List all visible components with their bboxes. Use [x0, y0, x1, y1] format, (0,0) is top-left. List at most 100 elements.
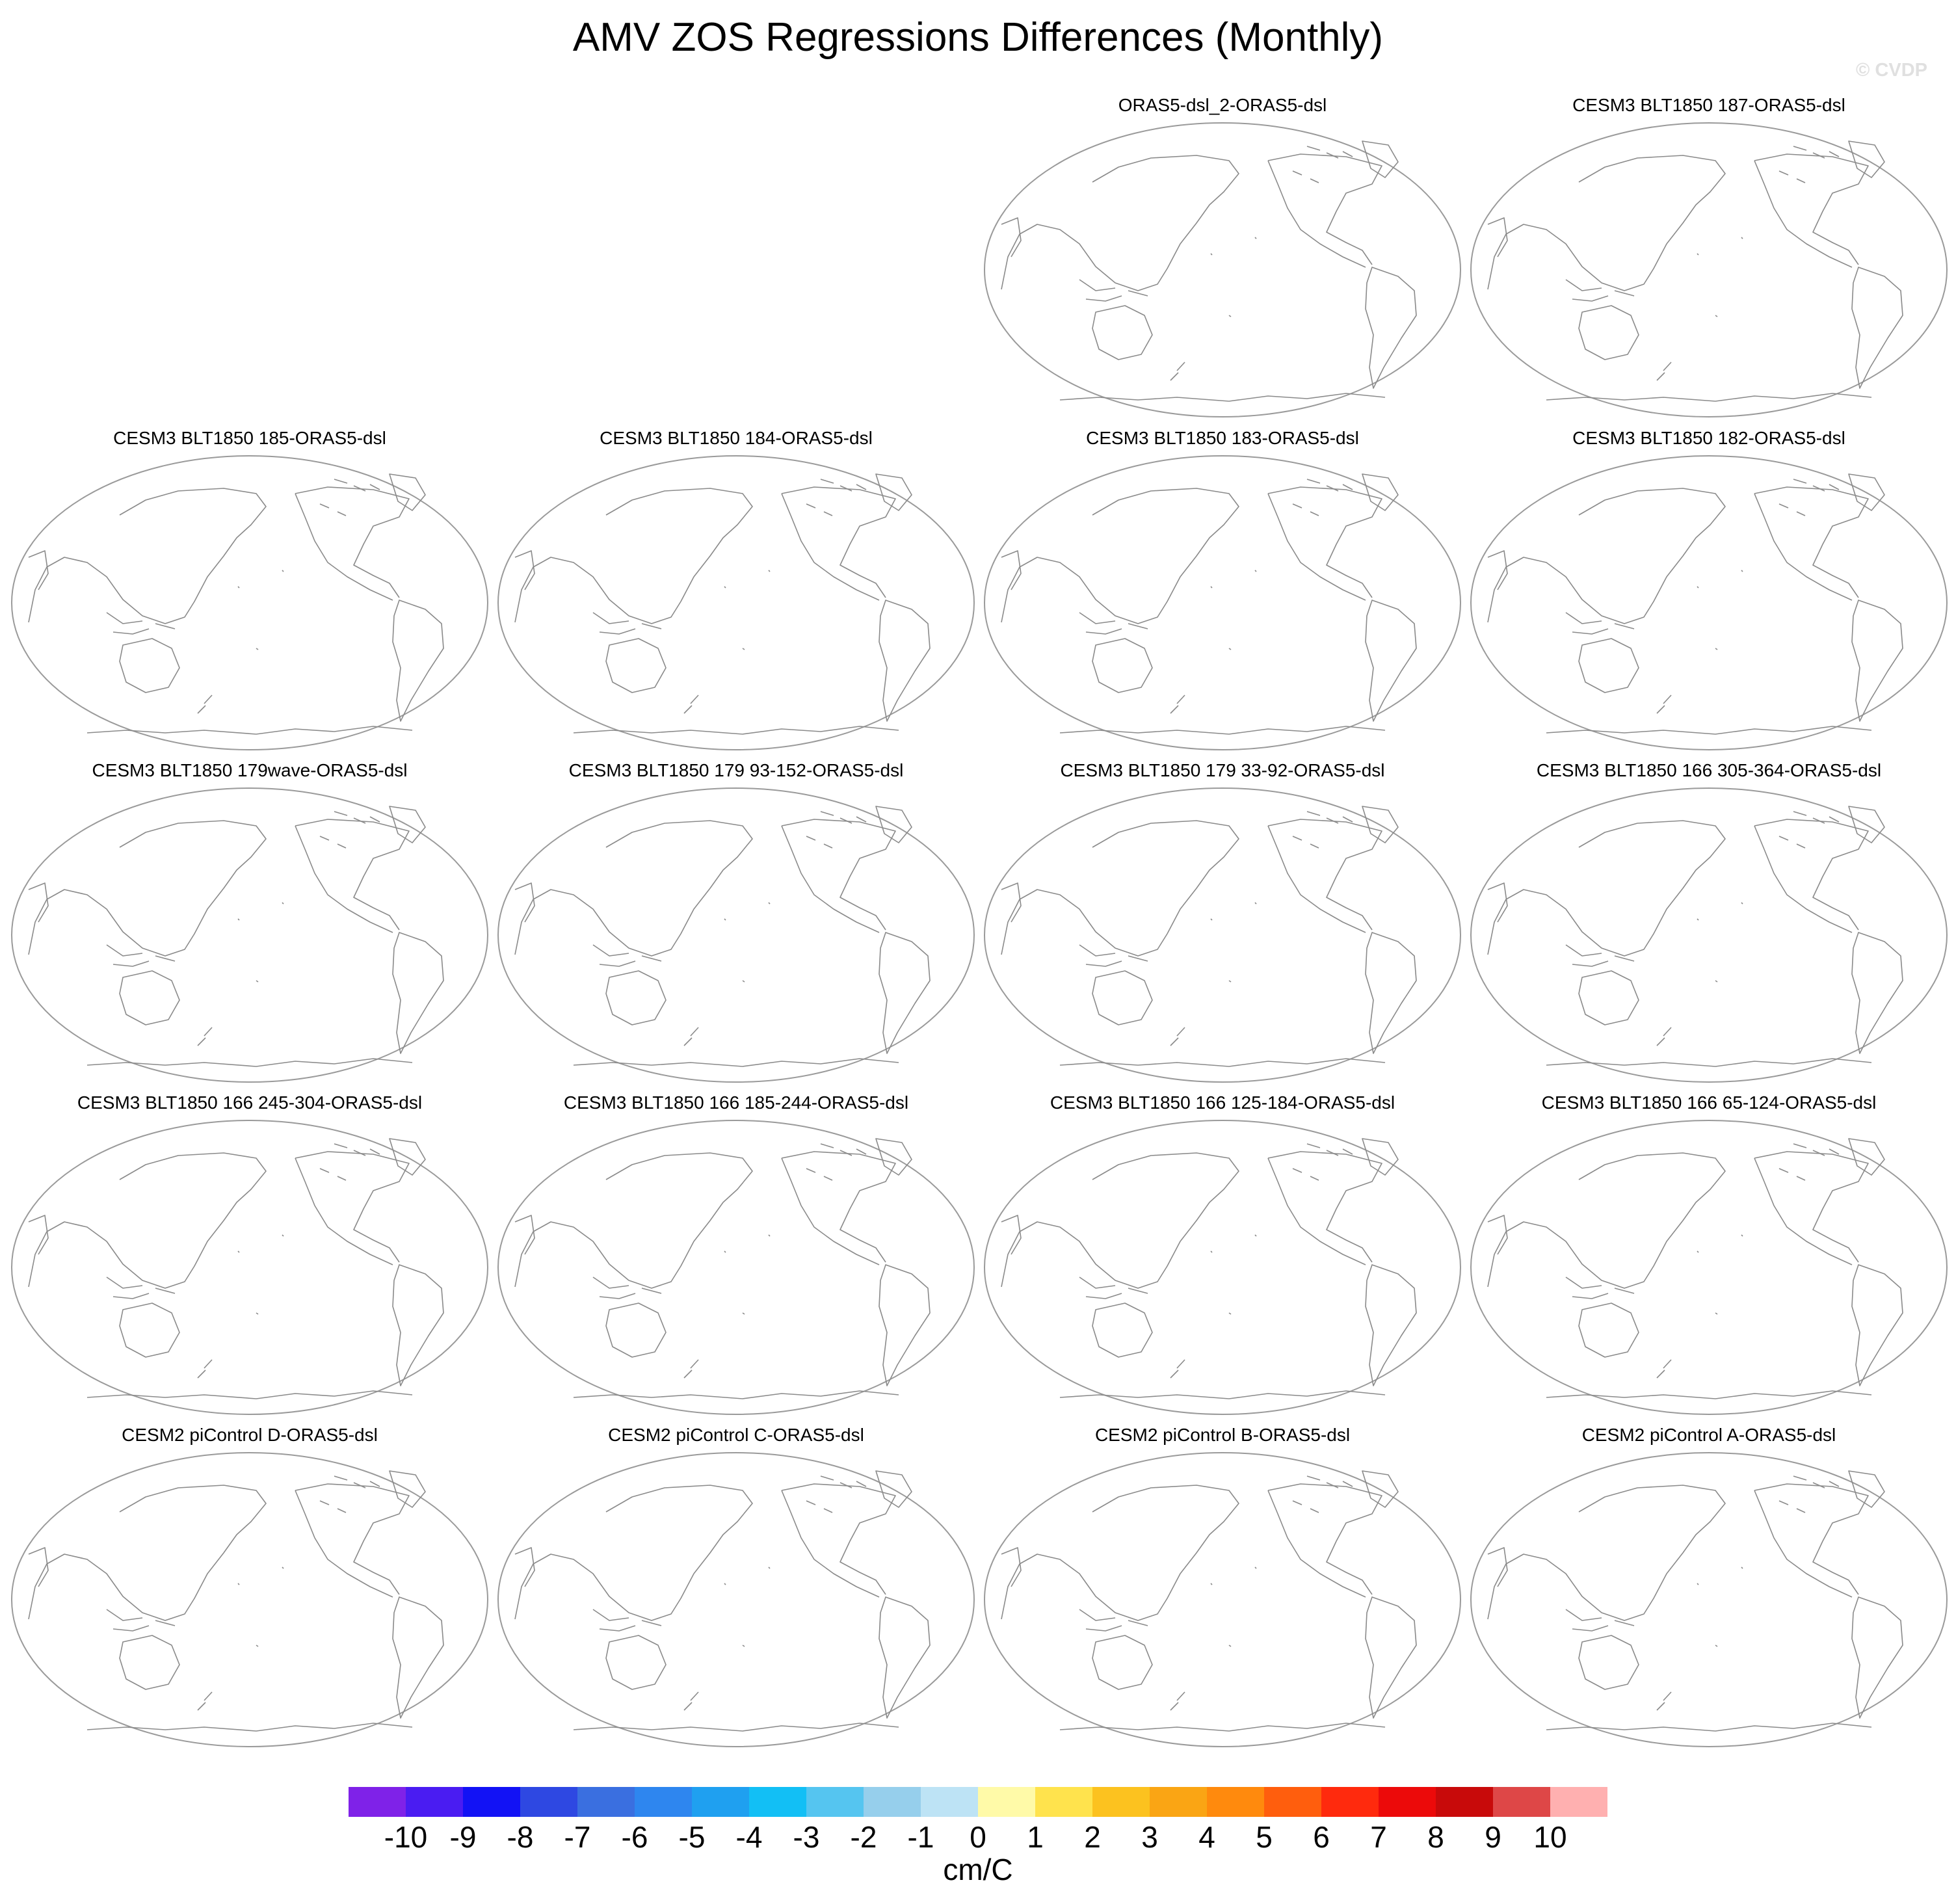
- map-panel: ORAS5-dsl_2-ORAS5-dsl: [982, 94, 1463, 419]
- map-projection: [1470, 455, 1948, 750]
- map-panel: CESM3 BLT1850 182-ORAS5-dsl: [1468, 427, 1949, 752]
- colorbar-tick-label: -8: [507, 1820, 534, 1854]
- map-projection: [1470, 787, 1948, 1083]
- colorbar-swatch: [978, 1787, 1035, 1817]
- panel-title: CESM3 BLT1850 166 245-304-ORAS5-dsl: [77, 1092, 423, 1113]
- colorbar-tick-label: -10: [384, 1820, 428, 1854]
- panel-title: CESM3 BLT1850 166 185-244-ORAS5-dsl: [563, 1092, 909, 1113]
- colorbar-swatch: [1207, 1787, 1264, 1817]
- colorbar-swatch: [1550, 1787, 1607, 1817]
- coastlines: [28, 806, 444, 1067]
- colorbar-swatch: [463, 1787, 520, 1817]
- colorbar-tick-label: 3: [1141, 1820, 1158, 1854]
- colorbar-tick-label: -1: [907, 1820, 934, 1854]
- colorbar-tick-label: 2: [1084, 1820, 1101, 1854]
- map-panel: CESM3 BLT1850 166 305-364-ORAS5-dsl: [1468, 760, 1949, 1085]
- colorbar-swatch: [1436, 1787, 1493, 1817]
- map-projection: [11, 1452, 488, 1747]
- watermark: © CVDP: [1856, 60, 1927, 81]
- map-projection: [1470, 1120, 1948, 1415]
- map-projection: [984, 787, 1461, 1083]
- colorbar-swatch: [635, 1787, 692, 1817]
- colorbar-tick-label: -6: [621, 1820, 648, 1854]
- coastlines: [514, 1470, 931, 1732]
- colorbar-tick-label: 1: [1027, 1820, 1044, 1854]
- colorbar-swatch: [1150, 1787, 1207, 1817]
- map-projection: [497, 1452, 975, 1747]
- map-panel: CESM3 BLT1850 179wave-ORAS5-dsl: [9, 760, 490, 1085]
- coastlines: [1487, 1470, 1903, 1732]
- panel-title: CESM3 BLT1850 166 305-364-ORAS5-dsl: [1536, 760, 1882, 780]
- map-boundary: [984, 122, 1461, 417]
- colorbar-swatch: [692, 1787, 749, 1817]
- map-projection: [497, 787, 975, 1083]
- map-projection: [984, 1120, 1461, 1415]
- map-panel: CESM3 BLT1850 166 245-304-ORAS5-dsl: [9, 1092, 490, 1417]
- figure-title: AMV ZOS Regressions Differences (Monthly…: [572, 15, 1384, 60]
- map-boundary: [497, 455, 975, 750]
- map-projection: [984, 122, 1461, 417]
- panel-title: CESM3 BLT1850 179wave-ORAS5-dsl: [92, 760, 408, 780]
- colorbar-swatch: [1092, 1787, 1150, 1817]
- coastlines: [514, 473, 931, 735]
- colorbar-tick-label: 8: [1427, 1820, 1444, 1854]
- colorbar-swatch: [1035, 1787, 1092, 1817]
- colorbar-swatch: [349, 1787, 406, 1817]
- colorbar-tick-label: -7: [564, 1820, 591, 1854]
- colorbar-swatch: [406, 1787, 463, 1817]
- colorbar-tick-label: 9: [1485, 1820, 1501, 1854]
- map-panel: CESM3 BLT1850 166 65-124-ORAS5-dsl: [1468, 1092, 1949, 1417]
- colorbar-tick-label: 4: [1198, 1820, 1215, 1854]
- colorbar: [349, 1787, 1607, 1817]
- map-panel: CESM3 BLT1850 166 125-184-ORAS5-dsl: [982, 1092, 1463, 1417]
- map-boundary: [1470, 455, 1948, 750]
- panel-title: CESM3 BLT1850 166 65-124-ORAS5-dsl: [1541, 1092, 1877, 1113]
- panel-title: CESM2 piControl B-ORAS5-dsl: [1094, 1425, 1351, 1445]
- map-boundary: [984, 455, 1461, 750]
- colorbar-tick-label: -9: [449, 1820, 477, 1854]
- colorbar-swatch: [1264, 1787, 1321, 1817]
- panel-title: CESM2 piControl D-ORAS5-dsl: [122, 1425, 378, 1445]
- map-panel: CESM3 BLT1850 184-ORAS5-dsl: [496, 427, 977, 752]
- map-panel: CESM3 BLT1850 183-ORAS5-dsl: [982, 427, 1463, 752]
- coastlines: [28, 473, 444, 735]
- coastlines: [1001, 140, 1417, 402]
- coastlines: [514, 806, 931, 1067]
- colorbar-swatch: [749, 1787, 806, 1817]
- coastlines: [1487, 473, 1903, 735]
- map-boundary: [497, 1120, 975, 1415]
- panel-title: ORAS5-dsl_2-ORAS5-dsl: [1118, 95, 1327, 115]
- coastlines: [1001, 806, 1417, 1067]
- map-projection: [497, 1120, 975, 1415]
- map-boundary: [984, 787, 1461, 1083]
- coastlines: [1001, 473, 1417, 735]
- coastlines: [28, 1470, 444, 1732]
- panel-title: CESM2 piControl C-ORAS5-dsl: [608, 1425, 864, 1445]
- panel-title: CESM3 BLT1850 185-ORAS5-dsl: [113, 428, 386, 448]
- panel-title: CESM3 BLT1850 183-ORAS5-dsl: [1086, 428, 1359, 448]
- colorbar-swatch: [1379, 1787, 1436, 1817]
- map-boundary: [11, 455, 488, 750]
- panel-title: CESM3 BLT1850 187-ORAS5-dsl: [1572, 95, 1845, 115]
- map-boundary: [11, 1120, 488, 1415]
- map-panel: CESM3 BLT1850 166 185-244-ORAS5-dsl: [496, 1092, 977, 1417]
- map-boundary: [1470, 1120, 1948, 1415]
- map-projection: [984, 1452, 1461, 1747]
- colorbar-unit-label: cm/C: [943, 1853, 1013, 1886]
- colorbar-swatch: [577, 1787, 635, 1817]
- map-panel: CESM2 piControl C-ORAS5-dsl: [496, 1424, 977, 1749]
- map-projection: [984, 455, 1461, 750]
- map-projection: [497, 455, 975, 750]
- map-boundary: [984, 1452, 1461, 1747]
- colorbar-tick-label: -3: [793, 1820, 820, 1854]
- colorbar-swatch: [520, 1787, 577, 1817]
- coastlines: [1487, 1138, 1903, 1399]
- map-boundary: [1470, 1452, 1948, 1747]
- panel-title: CESM3 BLT1850 179 33-92-ORAS5-dsl: [1060, 760, 1385, 780]
- colorbar-tick-label: 10: [1533, 1820, 1567, 1854]
- colorbar-tick-label: -2: [850, 1820, 877, 1854]
- coastlines: [28, 1138, 444, 1399]
- map-boundary: [1470, 787, 1948, 1083]
- panel-title: CESM3 BLT1850 184-ORAS5-dsl: [600, 428, 873, 448]
- map-projection: [11, 1120, 488, 1415]
